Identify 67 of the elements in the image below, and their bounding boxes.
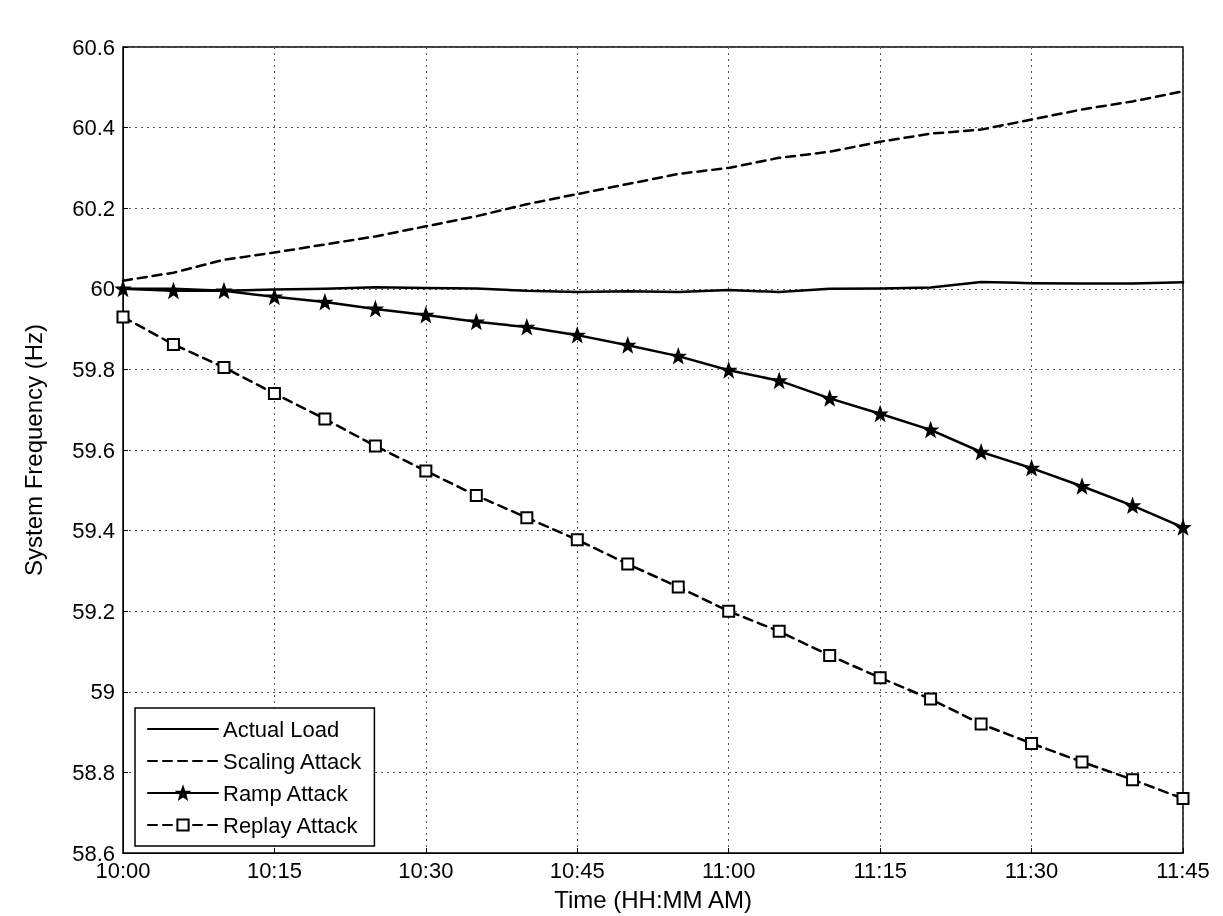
point xyxy=(772,371,788,390)
point xyxy=(570,533,584,547)
point xyxy=(974,445,989,460)
point xyxy=(116,310,130,324)
point xyxy=(1124,496,1141,514)
point xyxy=(519,320,534,335)
point xyxy=(217,360,231,374)
y-tick-label: 59.4 xyxy=(72,518,115,544)
x-tick-label: 10:45 xyxy=(549,857,605,883)
y-tick-label: 59.2 xyxy=(72,598,115,624)
y-tick-label: 60 xyxy=(90,276,115,302)
point xyxy=(722,604,736,618)
y-tick-label: 59.8 xyxy=(72,356,115,382)
point xyxy=(520,511,534,525)
point xyxy=(1025,736,1039,750)
point xyxy=(923,422,938,437)
y-tick-label: 60.4 xyxy=(72,115,115,141)
point xyxy=(368,439,382,453)
point xyxy=(469,489,483,503)
point xyxy=(469,314,484,329)
point xyxy=(1075,479,1090,494)
y-tick-label: 58.8 xyxy=(72,759,115,785)
x-tick-label: 11:45 xyxy=(1156,857,1210,883)
point xyxy=(721,363,736,378)
point xyxy=(671,349,686,364)
y-tick-label: 60.2 xyxy=(72,195,115,221)
point xyxy=(419,464,433,478)
point xyxy=(1176,520,1190,535)
x-tick-label: 10:15 xyxy=(246,857,302,883)
point xyxy=(267,387,281,401)
y-tick-label: 60.6 xyxy=(72,34,115,60)
x-tick-label: 11:15 xyxy=(853,857,907,883)
point xyxy=(570,328,585,343)
point xyxy=(166,337,180,351)
legend-label: Scaling Attack xyxy=(223,748,363,774)
y-tick-label: 59.6 xyxy=(72,437,115,463)
point xyxy=(924,692,938,706)
point xyxy=(368,301,383,316)
legend-label: Replay Attack xyxy=(223,812,359,838)
point xyxy=(823,649,837,663)
point xyxy=(873,671,887,685)
point xyxy=(772,624,786,638)
point xyxy=(873,406,888,421)
point xyxy=(1126,773,1140,787)
point xyxy=(267,289,282,304)
point xyxy=(317,295,332,310)
point xyxy=(822,391,837,406)
point xyxy=(974,717,988,731)
point xyxy=(418,307,433,322)
legend-label: Ramp Attack xyxy=(223,780,349,806)
x-tick-label: 10:30 xyxy=(398,857,454,883)
point xyxy=(116,281,130,296)
point xyxy=(1176,792,1190,806)
point xyxy=(671,580,685,594)
point xyxy=(318,412,332,426)
point xyxy=(1024,461,1039,476)
x-tick-label: 11:30 xyxy=(1004,857,1059,883)
point xyxy=(621,557,635,571)
legend-label: Actual Load xyxy=(223,716,340,742)
point xyxy=(620,338,635,353)
point xyxy=(166,283,181,298)
point xyxy=(216,283,231,298)
point xyxy=(1075,755,1089,769)
x-axis-title: Time (HH:MM AM) xyxy=(554,885,752,913)
y-tick-label: 59 xyxy=(90,679,115,705)
y-axis-title: System Frequency (Hz) xyxy=(19,323,47,577)
x-tick-label: 11:00 xyxy=(702,857,756,883)
